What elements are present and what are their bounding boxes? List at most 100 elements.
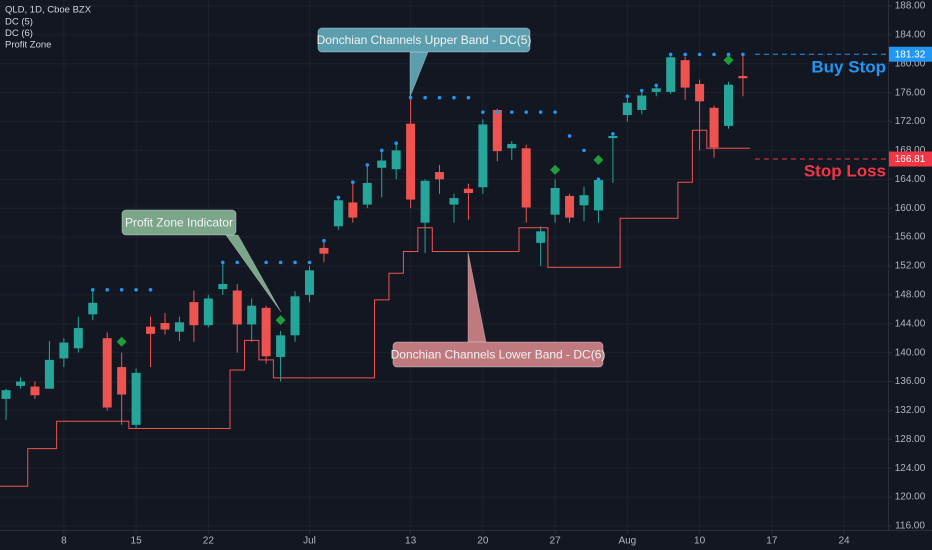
candle-body	[695, 83, 705, 102]
dc-upper-dot	[697, 52, 702, 57]
legend-title: QLD, 1D, Cboe BZX	[5, 5, 92, 16]
candle-body	[550, 187, 560, 215]
dc-upper-dot	[538, 110, 543, 114]
candle-body	[276, 335, 286, 357]
profit-zone-diamond	[723, 55, 734, 66]
candle-body	[593, 180, 603, 211]
y-tick-label: 132.00	[895, 405, 926, 416]
x-tick-label: 27	[550, 536, 562, 547]
x-tick-label: 15	[131, 536, 143, 547]
candle-body	[1, 390, 11, 399]
x-tick-label: 22	[203, 536, 215, 547]
candle-body	[435, 172, 445, 180]
y-tick-label: 144.00	[895, 318, 926, 329]
candle-body	[521, 148, 531, 208]
candle-body	[247, 305, 257, 325]
dc-upper-dot	[481, 110, 485, 114]
candle-body	[492, 109, 502, 152]
candle-body	[579, 195, 589, 206]
candle-body	[463, 188, 473, 194]
y-tick-label: 188.00	[895, 1, 926, 12]
y-tick-label: 184.00	[895, 30, 926, 41]
dc-upper-dot	[553, 110, 557, 114]
y-tick-label: 152.00	[895, 261, 926, 272]
dc-upper-dot	[134, 288, 138, 292]
candle-body	[88, 302, 98, 315]
profit-zone-diamond	[275, 315, 286, 326]
candle-body	[666, 57, 676, 92]
candle-body	[203, 298, 213, 326]
y-tick-label: 120.00	[895, 492, 926, 503]
x-tick-label: 20	[477, 536, 489, 547]
dc-upper-dot	[119, 288, 124, 292]
price-tag	[889, 151, 932, 167]
dc-upper-dot	[278, 260, 283, 265]
dc-upper-dot	[654, 83, 659, 88]
profit-zone-diamond	[550, 164, 561, 175]
dc-upper-dot	[639, 88, 644, 93]
dc-upper-dot	[220, 260, 225, 265]
y-tick-label: 176.00	[895, 87, 926, 98]
dc-upper-dot	[105, 288, 110, 292]
dc-upper-dot	[437, 95, 442, 100]
candle-body	[651, 88, 661, 92]
candle-body	[362, 182, 372, 205]
y-tick-label: 180.00	[895, 58, 926, 69]
candle-body	[420, 180, 430, 223]
dc-upper-dot	[712, 52, 716, 57]
candle-body	[117, 367, 127, 395]
plot	[1, 54, 748, 429]
dc-upper-dot	[582, 148, 586, 153]
candle-body	[319, 247, 329, 254]
candle-body	[146, 326, 156, 334]
dc-upper-dot	[495, 110, 500, 114]
candle-body	[680, 60, 690, 88]
legend-entry: DC (6)	[5, 28, 33, 39]
dc-upper-dot	[524, 110, 529, 114]
candle-body	[160, 323, 170, 330]
candle-body	[738, 76, 748, 79]
callout-text: Profit Zone Indicator	[125, 216, 233, 230]
y-tick-label: 168.00	[895, 145, 926, 156]
candle-body	[131, 372, 141, 425]
dc-upper-dot	[90, 288, 95, 292]
x-tick-label: 24	[839, 536, 851, 547]
x-tick-label: Jul	[303, 536, 316, 547]
y-tick-label: 172.00	[895, 116, 926, 127]
candle-body	[507, 143, 517, 149]
candle-body	[44, 359, 54, 389]
overlay: Buy Stop Stop Loss Donchian Channels Upper…	[0, 27, 888, 487]
y-tick-label: 140.00	[895, 347, 926, 358]
dc-upper-dot	[264, 260, 268, 265]
candle-body	[59, 342, 69, 359]
candle-body	[478, 124, 488, 188]
dc-upper-dot	[408, 95, 413, 100]
profit-zone-diamond	[593, 154, 604, 165]
legend: DC (5)DC (6)Profit Zone	[5, 17, 51, 51]
candle-body	[261, 307, 271, 357]
dc-upper-dot	[611, 132, 615, 136]
y-tick-label: 124.00	[895, 463, 926, 474]
dc-lower-line	[0, 129, 751, 487]
dc-upper-dot	[336, 195, 341, 200]
price-line-label: Stop Loss	[804, 161, 886, 180]
dc-upper-dot	[567, 134, 572, 138]
candle-body	[73, 328, 83, 349]
dc-upper-dot	[379, 148, 384, 153]
dc-upper-dot	[351, 180, 355, 185]
dc-upper-dot	[668, 52, 673, 57]
candle-body	[30, 386, 40, 396]
candle-body	[723, 84, 733, 126]
profit-zone-diamond	[116, 336, 127, 347]
candle-body	[406, 123, 416, 200]
dc-upper-dot	[625, 94, 630, 99]
candle-body	[709, 107, 719, 148]
callout-text: Donchian Channels Lower Band - DC(6)	[391, 348, 606, 362]
candle-body	[608, 135, 618, 139]
y-tick-label: 164.00	[895, 174, 926, 185]
candle-body	[377, 160, 387, 168]
dc-upper-dot	[683, 52, 687, 57]
y-tick-label: 148.00	[895, 290, 926, 301]
